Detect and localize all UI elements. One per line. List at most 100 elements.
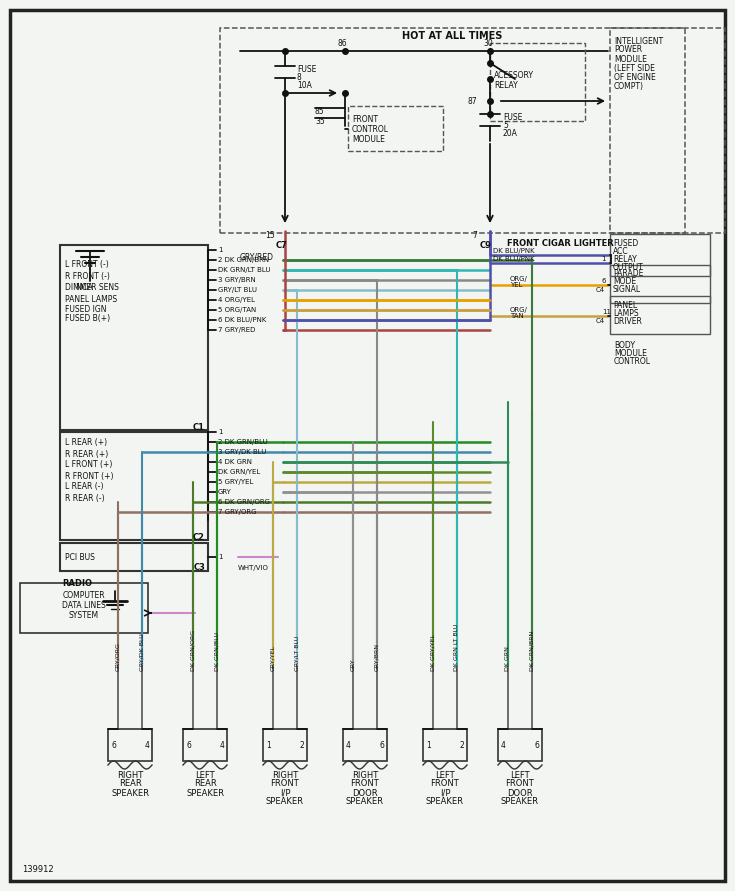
Text: 5: 5 xyxy=(503,121,508,130)
Text: SPEAKER: SPEAKER xyxy=(346,797,384,806)
Text: DK GRN/BLU: DK GRN/BLU xyxy=(215,632,220,671)
Text: 4 ORG/YEL: 4 ORG/YEL xyxy=(218,297,255,303)
Text: RADIO: RADIO xyxy=(62,578,92,587)
Text: 86: 86 xyxy=(338,39,348,48)
Text: 1: 1 xyxy=(266,740,270,749)
Text: ACC: ACC xyxy=(613,247,628,256)
Text: RELAY: RELAY xyxy=(613,255,637,264)
Text: I/P: I/P xyxy=(280,789,290,797)
Text: OF ENGINE: OF ENGINE xyxy=(614,72,656,81)
Text: YEL: YEL xyxy=(510,282,523,288)
Text: 3 GRY/BRN: 3 GRY/BRN xyxy=(218,277,256,283)
Text: 87: 87 xyxy=(468,96,478,105)
Text: WHT/VIO: WHT/VIO xyxy=(238,565,269,571)
Text: FRONT CIGAR LIGHTER: FRONT CIGAR LIGHTER xyxy=(507,240,614,249)
Text: GRY: GRY xyxy=(218,489,232,495)
Text: MODULE: MODULE xyxy=(614,54,647,63)
Text: DK GRN/BRN: DK GRN/BRN xyxy=(529,631,534,671)
Text: 10A: 10A xyxy=(297,81,312,91)
Text: TAN: TAN xyxy=(510,313,524,319)
Text: DATA LINES: DATA LINES xyxy=(62,601,106,610)
Text: R REAR (+): R REAR (+) xyxy=(65,449,108,459)
Text: ORG/: ORG/ xyxy=(510,307,528,313)
Text: 85: 85 xyxy=(315,107,325,116)
Text: DK BLU/PNK: DK BLU/PNK xyxy=(493,256,534,262)
Text: FRONT: FRONT xyxy=(352,115,378,124)
Text: 5 GRY/YEL: 5 GRY/YEL xyxy=(218,479,254,485)
Text: GRY/DK BLU: GRY/DK BLU xyxy=(140,634,145,671)
Text: 4: 4 xyxy=(219,740,224,749)
Text: DK BLU/PNK: DK BLU/PNK xyxy=(493,248,534,254)
Text: 1: 1 xyxy=(218,554,223,560)
Text: PANEL: PANEL xyxy=(613,300,637,309)
Text: 2 DK GRN/BRN: 2 DK GRN/BRN xyxy=(218,257,269,263)
Text: RIGHT: RIGHT xyxy=(117,771,143,780)
Text: RIGHT: RIGHT xyxy=(352,771,378,780)
Text: 7 GRY/RED: 7 GRY/RED xyxy=(218,327,255,333)
Text: SPEAKER: SPEAKER xyxy=(501,797,539,806)
Text: C9: C9 xyxy=(480,241,492,249)
Text: BODY: BODY xyxy=(614,341,635,350)
Text: GRY/LT BLU: GRY/LT BLU xyxy=(295,636,299,671)
Text: L REAR (-): L REAR (-) xyxy=(65,483,104,492)
Text: FUSE: FUSE xyxy=(503,113,523,122)
Text: REAR: REAR xyxy=(118,780,141,789)
Text: NCA: NCA xyxy=(75,283,93,292)
Text: CONTROL: CONTROL xyxy=(352,125,389,134)
Text: 6: 6 xyxy=(534,740,539,749)
Text: 4: 4 xyxy=(346,740,351,749)
Text: OUTPUT: OUTPUT xyxy=(613,263,644,272)
Text: C2: C2 xyxy=(193,533,205,542)
Text: LEFT: LEFT xyxy=(510,771,530,780)
Text: DK GRN: DK GRN xyxy=(506,646,511,671)
Text: 30: 30 xyxy=(483,39,492,48)
Text: PANEL LAMPS: PANEL LAMPS xyxy=(65,295,117,304)
Text: 4: 4 xyxy=(501,740,506,749)
FancyBboxPatch shape xyxy=(10,10,725,881)
Text: DOOR: DOOR xyxy=(352,789,378,797)
Text: LEFT: LEFT xyxy=(435,771,455,780)
Text: C1: C1 xyxy=(193,422,205,431)
Text: RELAY: RELAY xyxy=(494,81,517,91)
Text: 2: 2 xyxy=(459,740,464,749)
Text: I/P: I/P xyxy=(440,789,451,797)
Text: DK GRN LT BLU: DK GRN LT BLU xyxy=(454,624,459,671)
Text: 5 ORG/TAN: 5 ORG/TAN xyxy=(218,307,257,313)
Text: 3 GRY/DK BLU: 3 GRY/DK BLU xyxy=(218,449,266,455)
Text: 15: 15 xyxy=(265,232,275,241)
Text: DK GRN/ORG: DK GRN/ORG xyxy=(190,630,196,671)
Text: 4: 4 xyxy=(144,740,149,749)
Text: 8: 8 xyxy=(297,73,302,83)
Text: GRY: GRY xyxy=(351,658,356,671)
Text: SYSTEM: SYSTEM xyxy=(69,611,99,620)
Text: DK GRN/LT BLU: DK GRN/LT BLU xyxy=(218,267,270,273)
Text: 1: 1 xyxy=(426,740,431,749)
Text: GRY/ORG: GRY/ORG xyxy=(115,642,121,671)
Text: 6 DK BLU/PNK: 6 DK BLU/PNK xyxy=(218,317,266,323)
Text: SPEAKER: SPEAKER xyxy=(111,789,149,797)
Text: FRONT: FRONT xyxy=(431,780,459,789)
Text: FUSED: FUSED xyxy=(613,239,638,248)
Text: FUSE: FUSE xyxy=(297,66,316,75)
Text: GRY/RED: GRY/RED xyxy=(240,252,274,261)
Text: 2 DK GRN/BLU: 2 DK GRN/BLU xyxy=(218,439,268,445)
Text: 20A: 20A xyxy=(503,129,518,138)
Text: 6: 6 xyxy=(186,740,191,749)
Text: 7: 7 xyxy=(472,232,477,241)
Text: C4: C4 xyxy=(596,287,605,293)
Text: L REAR (+): L REAR (+) xyxy=(65,438,107,447)
Text: 2: 2 xyxy=(299,740,304,749)
Text: MODULE: MODULE xyxy=(614,349,647,358)
Text: 35: 35 xyxy=(315,117,325,126)
Text: SIGNAL: SIGNAL xyxy=(613,285,641,295)
Text: LAMPS: LAMPS xyxy=(613,308,639,317)
Text: 1: 1 xyxy=(218,247,223,253)
Text: GRY/YEL: GRY/YEL xyxy=(270,645,276,671)
Text: PCI BUS: PCI BUS xyxy=(65,552,95,561)
Text: 6: 6 xyxy=(602,278,606,284)
Text: 1: 1 xyxy=(601,256,606,262)
Text: POWER: POWER xyxy=(614,45,642,54)
Text: RIGHT: RIGHT xyxy=(272,771,298,780)
Text: REAR: REAR xyxy=(193,780,216,789)
Text: 11: 11 xyxy=(602,309,611,315)
